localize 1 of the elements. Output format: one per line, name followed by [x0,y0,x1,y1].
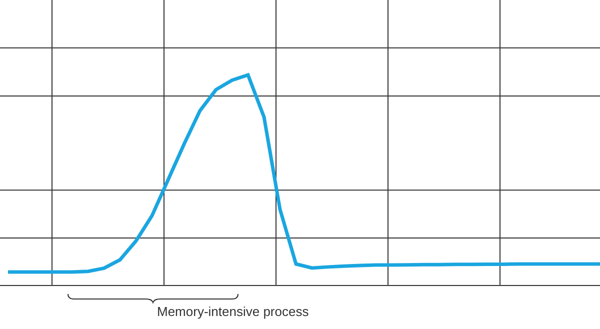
text: Memory-intensive process [157,304,310,319]
